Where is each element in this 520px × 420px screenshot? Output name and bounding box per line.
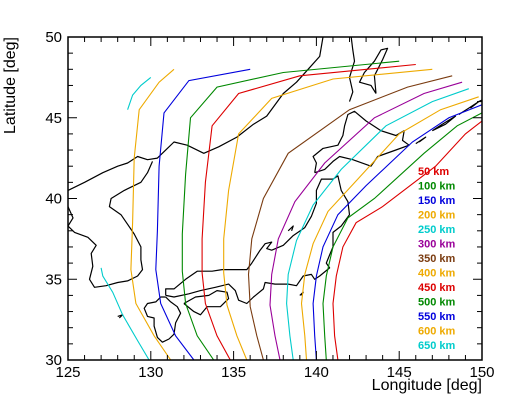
- legend-entry: 350 km: [418, 253, 456, 265]
- legend-entry: 250 km: [418, 224, 456, 236]
- legend-entry: 150 km: [418, 195, 456, 207]
- legend-entry: 400 km: [418, 268, 456, 280]
- x-tick-label: 145: [387, 364, 412, 381]
- series-line-3: [300, 96, 479, 360]
- series-line-10: [155, 68, 251, 360]
- y-tick-label: 50: [45, 29, 62, 46]
- coastline-0: [68, 37, 324, 191]
- legend-entry: 100 km: [418, 181, 456, 193]
- series-line-6: [247, 75, 453, 360]
- series-line-12: [100, 267, 150, 360]
- x-tick-label: 140: [304, 364, 329, 381]
- coastline-3: [143, 296, 182, 343]
- coastline-10: [117, 314, 124, 319]
- y-tick-label: 45: [45, 110, 62, 127]
- series-line-9: [181, 60, 400, 360]
- x-tick-labels: 125 130 135 140 145 150: [55, 364, 494, 381]
- contour-line-layer: [100, 60, 482, 360]
- y-tick-label: 35: [45, 271, 62, 288]
- series-line-13: [127, 76, 152, 110]
- coastline-12: [431, 115, 457, 132]
- x-axis-title: Longitude [deg]: [372, 377, 482, 394]
- x-tick-label: 150: [469, 364, 494, 381]
- legend-entry: 550 km: [418, 311, 456, 323]
- coastline-4: [183, 290, 230, 316]
- x-tick-label: 135: [221, 364, 246, 381]
- x-tick-label: 125: [55, 364, 80, 381]
- coastline-7: [358, 47, 389, 94]
- coastline-1: [68, 161, 154, 288]
- coastline-9: [287, 225, 294, 232]
- legend-entry: 600 km: [418, 326, 456, 338]
- series-line-8: [201, 63, 416, 360]
- coastline-11: [415, 136, 427, 145]
- axis-ticks: [67, 36, 483, 361]
- legend-entry: 450 km: [418, 282, 456, 294]
- y-tick-label: 30: [45, 352, 62, 369]
- series-line-11: [130, 68, 175, 360]
- series-line-7: [223, 68, 433, 360]
- coastline-5: [312, 110, 410, 174]
- y-tick-label: 40: [45, 191, 62, 208]
- legend-entry: 650 km: [418, 340, 456, 352]
- legend-entry: 300 km: [418, 239, 456, 251]
- series-line-5: [269, 81, 463, 360]
- series-line-2: [312, 104, 482, 360]
- series-line-0: [332, 120, 482, 360]
- legend-entry: 500 km: [418, 297, 456, 309]
- coastline-6: [348, 37, 356, 102]
- series-line-4: [286, 88, 469, 360]
- legend-entry: 200 km: [418, 210, 456, 222]
- coastline-13: [458, 101, 480, 116]
- coastline-2: [165, 175, 351, 305]
- legend-entry: 50 km: [418, 166, 449, 178]
- series-line-1: [322, 112, 482, 360]
- x-tick-label: 130: [138, 364, 163, 381]
- legend: 50 km 100 km 150 km 200 km 250 km 300 km 350 k…: [418, 166, 456, 352]
- y-tick-labels: 30 35 40 45 50: [45, 29, 62, 369]
- y-axis-title: Latitude [deg]: [2, 37, 19, 134]
